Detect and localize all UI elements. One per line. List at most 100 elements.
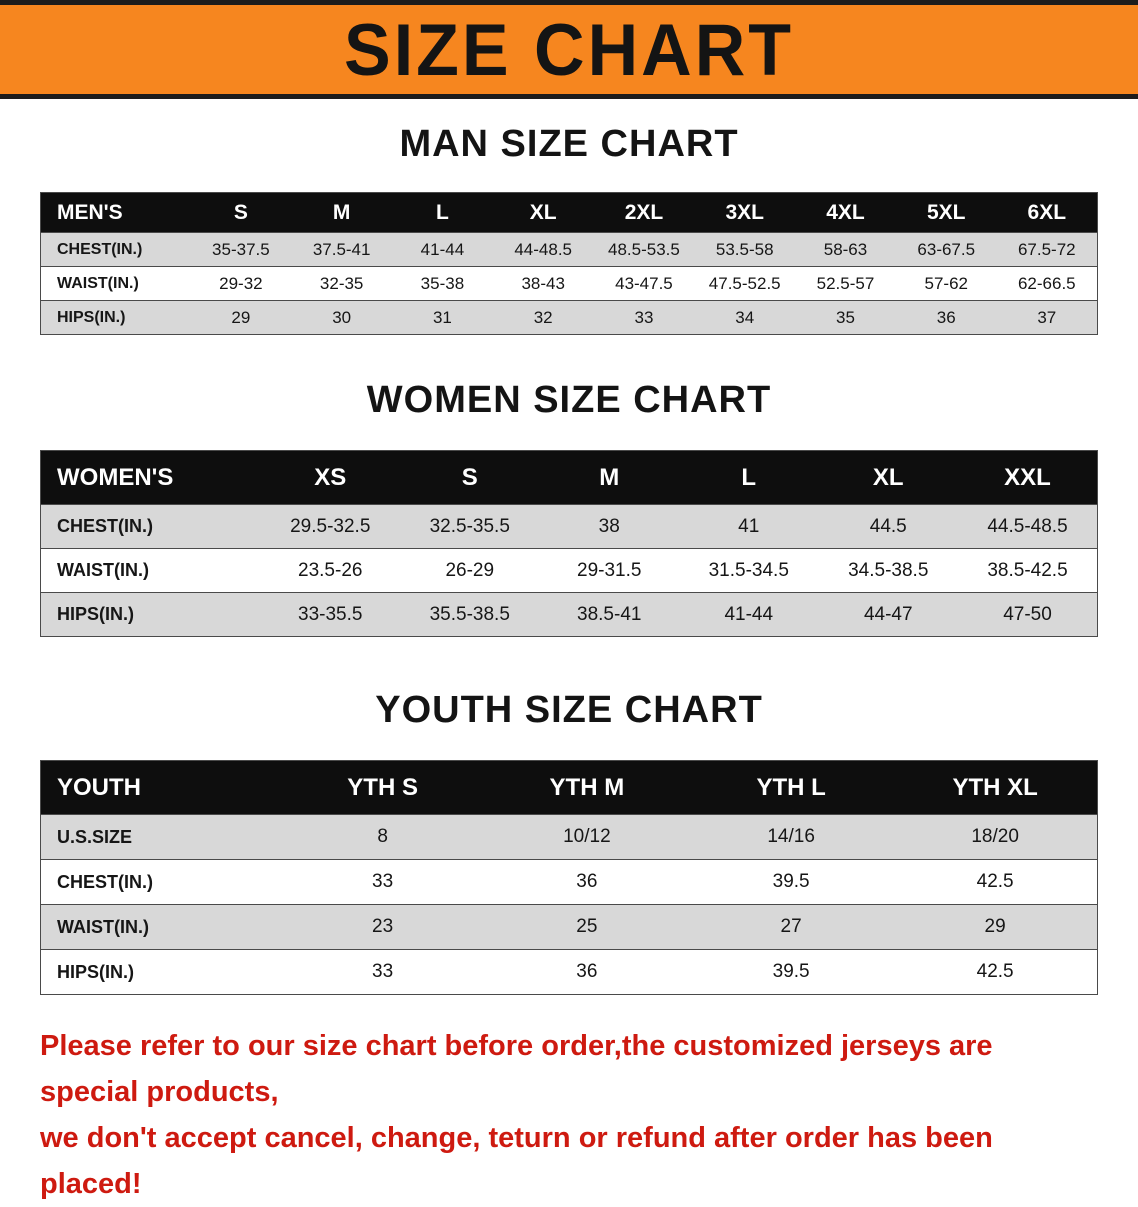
size-cell: 39.5 — [772, 961, 810, 982]
row-label: HIPS(IN.) — [57, 308, 126, 326]
youth-size-header: YTH L — [689, 760, 894, 815]
size-cell: 47.5-52.5 — [708, 273, 781, 293]
size-cell: 38-43 — [521, 273, 565, 293]
women-size-header: L — [679, 450, 819, 505]
youth-chest-row: CHEST(IN.) 33 36 39.5 42.5 — [40, 859, 1098, 905]
size-cell: 25 — [576, 916, 598, 937]
women-size-header: S — [400, 450, 540, 505]
men-size-header: L — [392, 192, 493, 233]
size-cell: 62-66.5 — [1017, 273, 1076, 293]
men-size-header: M — [291, 192, 393, 233]
men-header-label: MEN'S — [40, 192, 191, 233]
size-cell: 67.5-72 — [1017, 239, 1076, 259]
men-size-header: S — [190, 192, 292, 233]
size-cell: 36 — [576, 871, 598, 892]
row-label: WAIST(IN.) — [57, 274, 139, 292]
size-cell: 57-62 — [924, 273, 968, 293]
youth-hips-row: HIPS(IN.) 33 36 39.5 42.5 — [40, 949, 1098, 995]
size-cell: 29 — [231, 307, 251, 327]
size-cell: 33 — [634, 307, 654, 327]
youth-ussize-row: U.S.SIZE 8 10/12 14/16 18/20 — [40, 814, 1098, 860]
size-cell: 53.5-58 — [715, 239, 774, 259]
size-cell: 43-47.5 — [615, 273, 673, 293]
size-cell: 44.5 — [869, 515, 907, 537]
men-size-header: 4XL — [795, 192, 896, 233]
size-cell: 31 — [432, 307, 452, 327]
size-cell: 39.5 — [772, 871, 810, 892]
size-cell: 48.5-53.5 — [608, 239, 680, 259]
size-cell: 23 — [372, 916, 394, 937]
size-cell: 36 — [576, 961, 598, 982]
size-cell: 41-44 — [724, 603, 774, 625]
row-label: WAIST(IN.) — [57, 560, 149, 580]
men-section-heading: MAN SIZE CHART — [399, 123, 739, 165]
size-cell: 33 — [372, 961, 394, 982]
size-cell: 38.5-42.5 — [987, 559, 1068, 581]
women-chest-row: CHEST(IN.) 29.5-32.5 32.5-35.5 38 41 44.… — [40, 504, 1098, 549]
size-cell: 14/16 — [767, 826, 815, 847]
women-size-header: M — [539, 450, 679, 505]
size-cell: 29-32 — [219, 273, 263, 293]
size-cell: 36 — [936, 307, 956, 327]
women-size-header: XXL — [958, 450, 1098, 505]
size-cell: 41 — [738, 515, 760, 537]
row-label: CHEST(IN.) — [57, 871, 153, 892]
men-size-header: 6XL — [996, 192, 1098, 233]
size-cell: 34 — [735, 307, 755, 327]
size-cell: 58-63 — [823, 239, 868, 259]
size-cell: 8 — [377, 826, 388, 847]
row-label: WAIST(IN.) — [57, 916, 149, 937]
men-size-header: 5XL — [895, 192, 997, 233]
disclaimer-note: Please refer to our size chart before or… — [40, 1023, 1098, 1207]
size-cell: 35-38 — [420, 273, 465, 293]
size-cell: 29.5-32.5 — [290, 515, 371, 537]
youth-size-header: YTH S — [280, 760, 485, 815]
women-header-label: WOMEN'S — [40, 450, 261, 505]
row-label: HIPS(IN.) — [57, 604, 135, 624]
row-label: HIPS(IN.) — [57, 961, 135, 982]
size-cell: 26-29 — [445, 559, 495, 581]
size-cell: 52.5-57 — [816, 273, 875, 293]
women-header-row: WOMEN'S XS S M L XL XXL — [40, 450, 1098, 505]
size-cell: 63-67.5 — [917, 239, 976, 259]
youth-table-wrapper: YOUTH YTH S YTH M YTH L YTH XL U.S.SIZE … — [0, 760, 1138, 995]
size-cell: 38.5-41 — [577, 603, 642, 625]
men-header-row: MEN'S S M L XL 2XL 3XL 4XL 5XL 6XL — [40, 192, 1098, 233]
youth-section-heading: YOUTH SIZE CHART — [375, 689, 763, 731]
size-cell: 42.5 — [976, 961, 1014, 982]
size-chart-banner: SIZE CHART — [0, 0, 1138, 99]
youth-header-row: YOUTH YTH S YTH M YTH L YTH XL — [40, 760, 1098, 815]
size-cell: 32 — [533, 307, 553, 327]
youth-waist-row: WAIST(IN.) 23 25 27 29 — [40, 904, 1098, 950]
men-size-table: MEN'S S M L XL 2XL 3XL 4XL 5XL 6XL CHEST… — [40, 192, 1098, 335]
size-cell: 30 — [332, 307, 352, 327]
men-size-header: 2XL — [593, 192, 695, 233]
size-cell: 33 — [372, 871, 394, 892]
size-cell: 44-48.5 — [514, 239, 573, 259]
size-cell: 35.5-38.5 — [429, 603, 510, 625]
women-waist-row: WAIST(IN.) 23.5-26 26-29 29-31.5 31.5-34… — [40, 548, 1098, 593]
men-table-wrapper: MEN'S S M L XL 2XL 3XL 4XL 5XL 6XL CHEST… — [0, 192, 1138, 335]
youth-size-table: YOUTH YTH S YTH M YTH L YTH XL U.S.SIZE … — [40, 760, 1098, 995]
men-waist-row: WAIST(IN.) 29-32 32-35 35-38 38-43 43-47… — [40, 266, 1098, 301]
size-cell: 29-31.5 — [577, 559, 642, 581]
row-label: U.S.SIZE — [57, 826, 133, 847]
youth-size-header: YTH XL — [893, 760, 1098, 815]
size-cell: 10/12 — [563, 826, 611, 847]
row-label: CHEST(IN.) — [57, 240, 143, 258]
size-cell: 31.5-34.5 — [708, 559, 789, 581]
women-table-wrapper: WOMEN'S XS S M L XL XXL CHEST(IN.) 29.5-… — [0, 450, 1138, 637]
size-cell: 35-37.5 — [212, 239, 270, 259]
women-hips-row: HIPS(IN.) 33-35.5 35.5-38.5 38.5-41 41-4… — [40, 592, 1098, 637]
size-cell: 42.5 — [976, 871, 1014, 892]
men-size-header: 3XL — [694, 192, 796, 233]
size-cell: 41-44 — [420, 239, 465, 259]
women-size-table: WOMEN'S XS S M L XL XXL CHEST(IN.) 29.5-… — [40, 450, 1098, 637]
youth-size-header: YTH M — [484, 760, 689, 815]
size-cell: 32.5-35.5 — [429, 515, 510, 537]
women-size-header: XL — [818, 450, 958, 505]
women-size-header: XS — [260, 450, 400, 505]
size-cell: 37.5-41 — [312, 239, 371, 259]
size-cell: 32-35 — [319, 273, 364, 293]
men-hips-row: HIPS(IN.) 29 30 31 32 33 34 35 36 37 — [40, 300, 1098, 335]
